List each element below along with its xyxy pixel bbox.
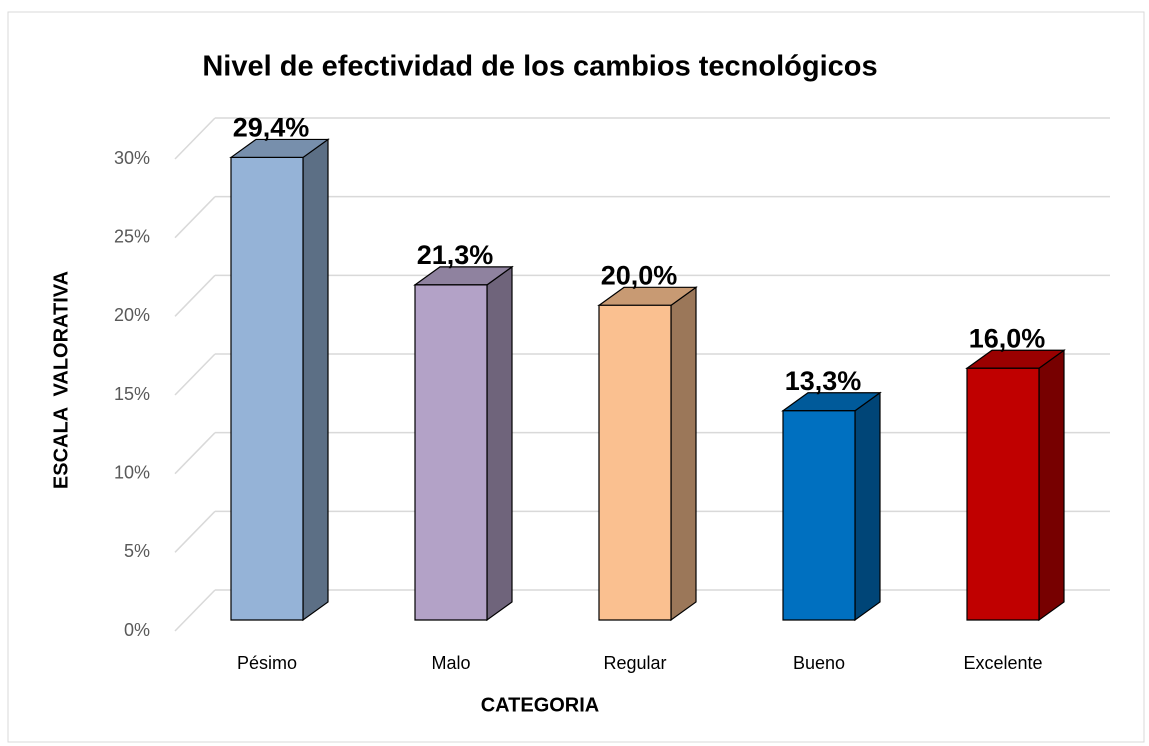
- value-label: 29,4%: [233, 113, 310, 143]
- x-tick-label: Malo: [431, 653, 470, 673]
- grid-line-side: [174, 589, 216, 632]
- bar: [781, 391, 882, 622]
- y-tick-label: 5%: [124, 541, 150, 561]
- grid-line-side: [174, 274, 216, 317]
- y-tick-label: 25%: [114, 226, 150, 246]
- bar: [965, 349, 1066, 622]
- value-label: 21,3%: [417, 240, 494, 270]
- bar-side: [302, 138, 329, 622]
- grid-line-side: [174, 117, 216, 160]
- bar-side: [854, 391, 881, 622]
- bar-front: [966, 367, 1040, 621]
- bar-front: [598, 304, 672, 621]
- bar-front: [414, 284, 488, 621]
- y-axis-label: ESCALA VALORATIVA: [50, 271, 72, 489]
- bar-front: [230, 156, 304, 621]
- y-tick-label: 20%: [114, 305, 150, 325]
- bar-side: [670, 286, 697, 622]
- y-tick-label: 30%: [114, 148, 150, 168]
- grid-line-side: [174, 432, 216, 475]
- chart-border: [7, 11, 1145, 743]
- bar: [413, 265, 514, 622]
- value-label: 20,0%: [601, 260, 678, 290]
- bar: [229, 138, 330, 622]
- chart-title: Nivel de efectividad de los cambios tecn…: [202, 51, 877, 83]
- bar-side: [486, 265, 513, 622]
- grid-line-side: [174, 353, 216, 396]
- grid-line-side: [174, 510, 216, 553]
- bar-side: [1038, 349, 1065, 622]
- y-tick-label: 0%: [124, 620, 150, 640]
- y-tick-label: 15%: [114, 384, 150, 404]
- bar-front: [782, 410, 856, 621]
- y-tick-label: 10%: [114, 462, 150, 482]
- grid-line-side: [174, 196, 216, 239]
- value-label: 13,3%: [785, 366, 862, 396]
- x-tick-label: Pésimo: [237, 653, 297, 673]
- bar: [597, 286, 698, 622]
- x-tick-label: Excelente: [963, 653, 1042, 673]
- x-tick-label: Regular: [603, 653, 666, 673]
- x-tick-label: Bueno: [793, 653, 845, 673]
- value-label: 16,0%: [969, 323, 1046, 353]
- x-axis-label: CATEGORIA: [481, 694, 600, 716]
